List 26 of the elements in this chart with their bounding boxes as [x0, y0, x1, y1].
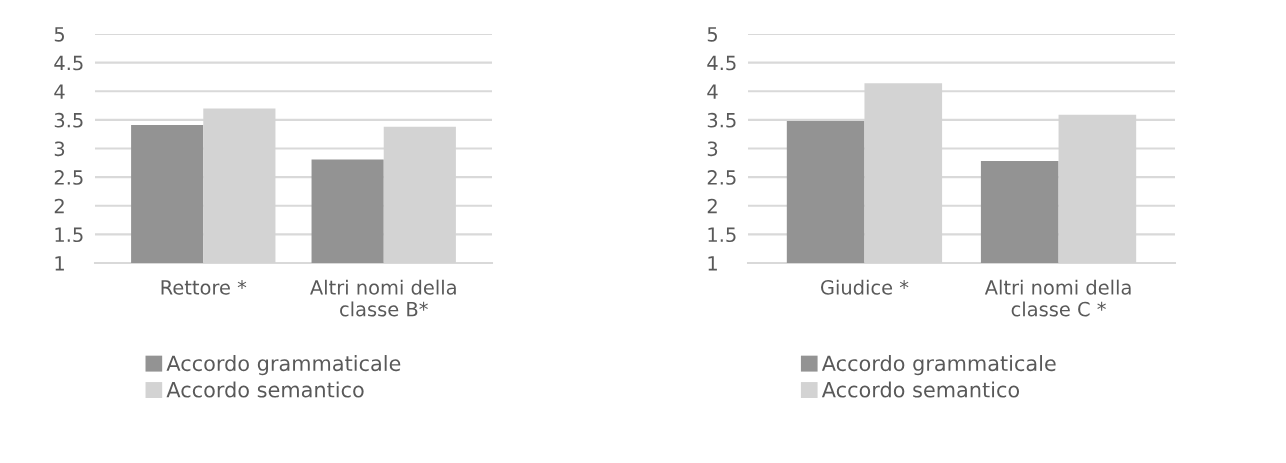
y-tick-label: 1	[55, 256, 64, 271]
y-tick-label: 5	[707, 27, 718, 42]
y-tick-label: 4.5	[54, 55, 83, 71]
x-tick-label: Altri nomi della classe C *	[984, 279, 1131, 317]
y-tick-label: 4	[707, 84, 718, 99]
legend-label: Accordo grammaticale	[821, 355, 1056, 376]
y-tick-label: 3	[54, 141, 65, 157]
x-tick-label: Rettore *	[161, 280, 247, 295]
y-tick-label: 1.5	[708, 227, 736, 243]
y-tick-label: 2	[707, 198, 717, 214]
y-tick-label: 3	[707, 141, 718, 157]
y-tick-label: 1.5	[55, 227, 83, 243]
y-tick-label: 3.5	[54, 112, 83, 128]
legend-label: Accordo semantico	[166, 381, 364, 398]
y-tick-label: 2.5	[54, 170, 83, 185]
y-tick-label: 1	[708, 256, 717, 271]
y-tick-label: 5	[54, 27, 65, 42]
y-tick-label: 2	[54, 198, 64, 214]
y-tick-label: 4	[54, 84, 65, 99]
x-tick-label: Altri nomi della classe B*	[310, 279, 456, 317]
y-tick-label: 2.5	[707, 170, 736, 185]
x-tick-label: Giudice *	[821, 279, 909, 295]
y-tick-label: 4.5	[707, 55, 736, 71]
legend-label: Accordo semantico	[821, 381, 1020, 398]
y-tick-label: 3.5	[707, 112, 736, 128]
legend-label: Accordo grammaticale	[166, 355, 401, 376]
